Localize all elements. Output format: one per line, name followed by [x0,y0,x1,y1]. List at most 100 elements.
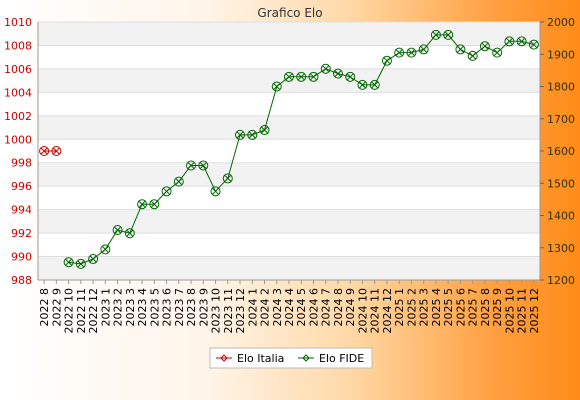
data-point-fide [357,79,368,90]
x-tick-label: 2023 9 [197,288,210,327]
data-point-italia [51,146,62,156]
x-tick-label: 2024 1 [246,288,259,327]
x-tick-label: 2024 9 [344,288,357,327]
x-tick-label: 2024 2 [259,288,272,327]
data-point-cross-fide [359,81,366,89]
data-point-cross-fide [126,229,134,237]
data-point-cross-fide [310,73,317,81]
data-point-cross-fide [493,49,501,56]
data-point-fide [284,71,294,82]
data-point-fide [137,199,148,210]
data-point-cross-fide [114,226,121,234]
data-point-cross-fide [224,175,232,182]
x-tick-label: 2023 1 [99,288,112,327]
x-tick-label: 2023 6 [161,288,174,327]
legend-marker-fide [302,354,310,362]
data-point-cross-fide [518,37,525,45]
data-point-fide [418,44,429,55]
series-italia [39,146,62,156]
right-tick-label: 1400 [547,210,575,223]
data-point-cross-fide [408,49,415,56]
left-tick-label: 992 [11,227,32,240]
data-point-fide [88,254,99,265]
data-point-cross-fide [89,255,97,263]
left-tick-label: 994 [11,204,32,217]
x-tick-label: 2023 5 [148,288,161,327]
data-point-fide [394,47,405,58]
x-tick-label: 2022 9 [50,288,63,327]
left-tick-label: 1006 [4,63,32,76]
data-point-cross-fide [420,46,428,53]
data-point-cross-fide [101,246,109,253]
right-tick-label: 1500 [547,177,575,190]
x-tick-label: 2025 10 [503,288,516,334]
data-point-fide [332,68,343,79]
right-tick-label: 1700 [547,113,575,126]
data-point-fide [467,50,478,61]
data-point-fide [63,257,74,268]
x-tick-label: 2025 7 [467,288,480,327]
x-tick-label: 2024 8 [332,288,345,327]
data-point-cross-fide [212,187,219,195]
data-point-fide [504,36,515,47]
x-tick-label: 2022 12 [87,288,100,334]
data-point-cross-fide [138,200,146,208]
data-point-fide [161,186,172,197]
grid-band [38,115,540,140]
left-tick-label: 1004 [4,86,32,99]
left-tick-label: 988 [11,274,32,287]
data-point-cross-fide [248,131,256,139]
data-point-fide [222,173,233,184]
data-point-cross-fide [481,42,489,50]
right-tick-label: 1300 [547,242,575,255]
data-point-fide [479,41,490,52]
left-axis: 988 990 992 994 996 998 1000 1002 1004 1006 1008 10… [4,16,39,287]
left-tick-label: 998 [11,157,32,170]
data-point-cross-fide [77,260,85,268]
x-tick-label: 2022 10 [63,288,76,334]
data-point-cross-fide [469,52,477,60]
legend-marker-italia [220,354,228,362]
data-point-fide [173,176,184,187]
series-layer [39,29,539,269]
data-point-fide [75,258,86,269]
data-point-fide [186,160,197,171]
x-tick-label: 2025 3 [418,288,431,327]
grid-band [38,22,540,46]
legend-label-fide: Elo FIDE [319,352,364,365]
data-point-cross-fide [530,41,538,48]
data-point-fide [124,228,135,239]
x-tick-label: 2024 11 [369,288,382,334]
left-tick-label: 990 [11,251,32,264]
plot-background [38,22,540,280]
grid-band [38,256,540,280]
data-point-cross-fide [432,31,440,39]
data-point-cross-fide [346,73,354,81]
data-point-fide [492,47,503,58]
data-point-cross-fide [457,46,464,53]
x-tick-label: 2023 8 [185,288,198,327]
right-axis: 1200 1300 1400 1500 1600 1700 1800 1900 2000 [539,16,575,287]
data-point-cross-fide [65,258,72,266]
data-point-fide [247,129,258,140]
x-tick-label: 2025 5 [442,288,455,327]
legend-label-italia: Elo Italia [237,352,284,365]
data-point-fide [271,81,282,92]
right-tick-label: 1900 [547,48,575,61]
x-tick-label: 2024 3 [271,288,284,327]
x-tick-label: 2025 11 [516,288,529,334]
data-point-cross-fide [187,162,195,169]
left-tick-label: 1008 [4,39,32,52]
data-point-fide [296,71,307,82]
right-tick-label: 1600 [547,145,575,158]
data-point-fide [406,47,417,58]
data-point-cross-fide [236,131,244,139]
data-point-cross-fide [285,73,293,81]
data-point-cross-fide [444,31,452,39]
right-tick-label: 1800 [547,81,575,94]
data-point-cross-fide [199,162,207,169]
x-tick-label: 2025 8 [479,288,492,327]
x-tick-label: 2023 12 [234,288,247,334]
data-point-fide [235,129,246,140]
